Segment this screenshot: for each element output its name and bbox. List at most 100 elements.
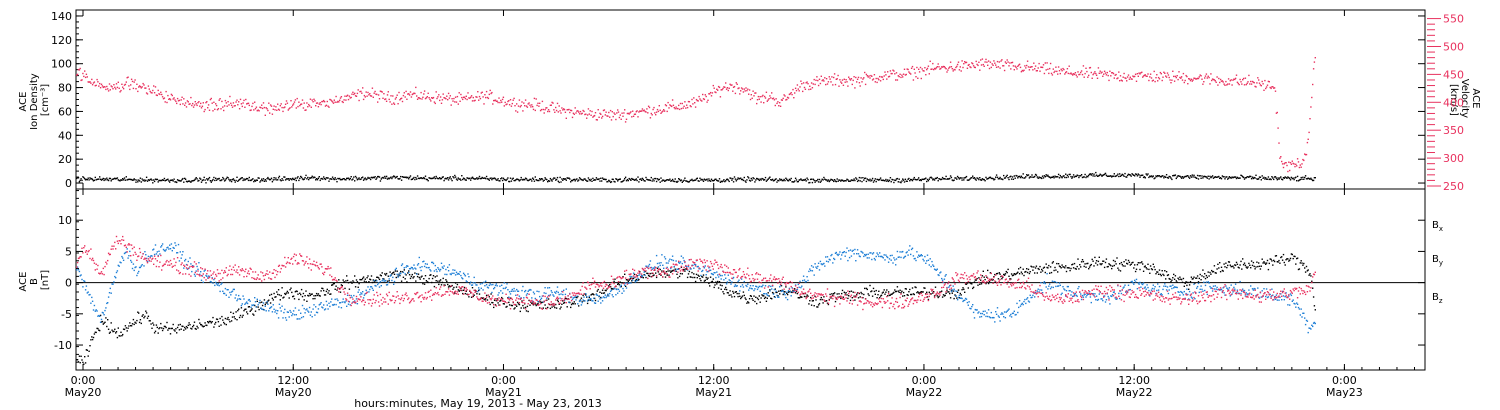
point-velocity — [1195, 78, 1197, 80]
point-ion-density — [264, 179, 266, 181]
point-bx — [374, 280, 376, 282]
point-bx — [462, 292, 464, 295]
point-bx — [335, 285, 337, 287]
point-bx — [570, 306, 572, 309]
point-bx — [402, 276, 405, 278]
point-velocity — [383, 93, 385, 95]
point-ion-density — [281, 178, 283, 180]
point-ion-density — [978, 178, 980, 181]
top-right-axis-title-line3: [km/s] — [1448, 84, 1459, 116]
point-bx — [406, 281, 408, 283]
point-velocity — [1071, 73, 1073, 75]
point-ion-density — [561, 178, 563, 180]
point-by — [156, 251, 158, 253]
point-by — [187, 260, 189, 263]
point-bx — [111, 329, 113, 331]
point-ion-density — [988, 176, 991, 179]
point-ion-density — [1115, 175, 1117, 177]
point-ion-density — [282, 179, 284, 181]
point-velocity — [209, 98, 212, 101]
point-by — [218, 284, 220, 287]
point-ion-density — [931, 177, 933, 179]
point-velocity — [504, 101, 506, 104]
point-bx — [1079, 264, 1081, 266]
point-velocity — [356, 92, 359, 95]
point-ion-density — [655, 180, 658, 183]
point-bx — [321, 287, 323, 289]
point-ion-density — [240, 177, 243, 179]
point-ion-density — [1303, 178, 1305, 180]
point-bx — [318, 294, 320, 297]
point-by — [230, 294, 232, 296]
point-ion-density — [593, 179, 596, 181]
point-bx — [1130, 263, 1132, 265]
point-ion-density — [158, 179, 160, 182]
point-bx — [1314, 309, 1316, 311]
point-bx — [612, 288, 614, 290]
point-velocity — [279, 105, 281, 107]
point-bx — [299, 292, 301, 294]
point-ion-density — [400, 179, 403, 181]
point-ion-density — [946, 178, 948, 180]
point-bx — [355, 279, 358, 281]
point-velocity — [606, 115, 608, 117]
point-bx — [460, 287, 462, 290]
point-bx — [994, 273, 996, 276]
point-velocity — [322, 100, 324, 103]
point-by — [93, 304, 96, 307]
point-bx — [1023, 274, 1025, 277]
point-bx — [816, 306, 818, 308]
point-bx — [332, 283, 335, 285]
point-velocity — [982, 63, 984, 66]
point-by — [207, 275, 210, 277]
point-bx — [783, 291, 785, 293]
point-ion-density — [526, 179, 529, 181]
point-ion-density — [555, 179, 557, 181]
point-ion-density — [945, 175, 947, 178]
point-bx — [261, 301, 263, 303]
point-ion-density — [708, 178, 710, 180]
point-bx — [1095, 260, 1098, 262]
point-by — [462, 272, 465, 274]
point-velocity — [434, 102, 436, 105]
point-ion-density — [604, 178, 606, 181]
point-bx — [222, 319, 224, 321]
point-velocity — [711, 92, 714, 94]
point-velocity — [868, 75, 870, 77]
point-velocity — [598, 116, 600, 118]
point-bx — [340, 284, 343, 286]
point-bx — [720, 288, 722, 290]
point-velocity — [257, 109, 259, 111]
point-bx — [488, 296, 490, 298]
point-ion-density — [906, 180, 908, 182]
point-bx — [1248, 262, 1250, 265]
point-ion-density — [570, 179, 573, 182]
point-velocity — [877, 77, 879, 80]
point-velocity — [431, 97, 434, 99]
point-velocity — [201, 105, 204, 107]
point-bx — [1050, 271, 1053, 274]
point-by — [195, 270, 197, 272]
point-ion-density — [339, 179, 342, 181]
point-velocity — [716, 88, 718, 90]
point-ion-density — [1002, 178, 1004, 181]
point-bx — [1075, 268, 1077, 270]
point-velocity — [138, 85, 141, 87]
point-by — [407, 265, 409, 267]
point-by — [184, 260, 186, 262]
point-bx — [257, 306, 259, 308]
top-left-axis-title: ACE Ion Density [cm⁻³] — [18, 70, 51, 130]
point-by — [482, 289, 484, 291]
point-by — [346, 305, 348, 307]
point-ion-density — [888, 179, 891, 181]
point-ion-density — [674, 178, 676, 180]
point-velocity — [335, 95, 337, 98]
point-bx — [208, 320, 211, 323]
point-velocity — [421, 98, 423, 100]
point-ion-density — [856, 178, 858, 180]
point-bx — [385, 274, 387, 276]
point-ion-density — [379, 180, 382, 182]
point-velocity — [1265, 87, 1267, 90]
point-velocity — [833, 76, 835, 79]
point-ion-density — [1025, 176, 1027, 178]
